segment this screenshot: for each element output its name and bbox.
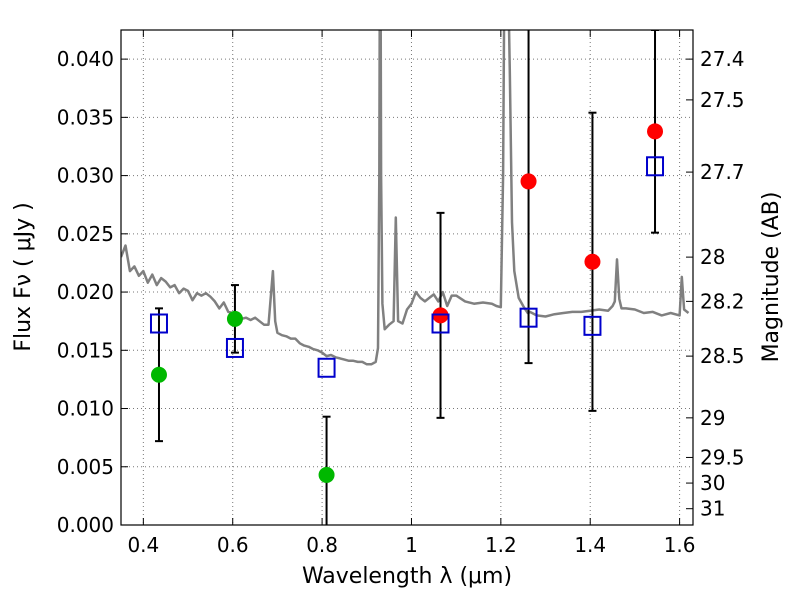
model-square-marker <box>519 307 538 328</box>
y-tick-label: 0.010 <box>57 397 114 421</box>
mag-tick-label: 29.5 <box>700 445 745 469</box>
red-data-point <box>647 123 664 140</box>
model-square-marker <box>149 313 168 334</box>
x-tick-label: 1.2 <box>485 533 517 557</box>
y-axis-title: Flux Fν ( μJy ) <box>11 202 36 351</box>
y-tick-label: 0.015 <box>57 338 114 362</box>
y-tick-label: 0.040 <box>57 47 114 71</box>
mag-tick-label: 29 <box>700 406 725 430</box>
mag-tick-label: 27.5 <box>700 88 745 112</box>
mag-tick-label: 30 <box>700 471 725 495</box>
spectrum-layer <box>121 30 690 366</box>
grid <box>121 30 693 526</box>
x-tick-label: 0.8 <box>306 533 338 557</box>
green-data-point <box>318 466 335 483</box>
y-tick-label: 0.000 <box>57 513 114 537</box>
x-tick-label: 1.4 <box>574 533 606 557</box>
x-axis-title: Wavelength λ (μm) <box>302 564 512 589</box>
model-square-marker <box>317 357 336 378</box>
mag-tick-label: 28 <box>700 245 725 269</box>
model-spectrum-line <box>121 30 690 366</box>
y-tick-label: 0.025 <box>57 222 114 246</box>
tick-label-layer: 0.4 0.6 0.8 1 1.2 1.4 1.6 0.000 0.005 0.010 0.015 0… <box>57 47 745 557</box>
green-data-point <box>226 310 243 327</box>
red-data-point <box>584 253 601 270</box>
mag-tick-label: 31 <box>700 497 725 521</box>
plot-frame <box>120 29 694 526</box>
x-tick-label: 0.6 <box>217 533 249 557</box>
marker-layer <box>149 123 665 483</box>
mag-tick-label: 28.2 <box>700 289 745 313</box>
y-tick-label: 0.030 <box>57 164 114 188</box>
x-tick-label: 0.4 <box>127 533 159 557</box>
green-data-point <box>150 366 167 383</box>
model-square-marker <box>225 337 244 358</box>
y-tick-label: 0.035 <box>57 105 114 129</box>
x-tick-label: 1 <box>405 533 418 557</box>
model-square-marker <box>583 315 602 336</box>
y-tick-label: 0.005 <box>57 455 114 479</box>
mag-tick-label: 27.4 <box>700 47 745 71</box>
x-tick-label: 1.6 <box>664 533 696 557</box>
model-square-marker <box>431 313 450 334</box>
mag-tick-label: 27.7 <box>700 160 745 184</box>
mag-tick-label: 28.5 <box>700 344 745 368</box>
tick-layer <box>121 30 693 526</box>
errorbar-layer <box>154 30 660 525</box>
y-axis-right-title: Magnitude (AB) <box>759 192 784 363</box>
red-data-point <box>520 173 537 190</box>
model-square-marker <box>646 156 665 177</box>
y-tick-label: 0.020 <box>57 280 114 304</box>
